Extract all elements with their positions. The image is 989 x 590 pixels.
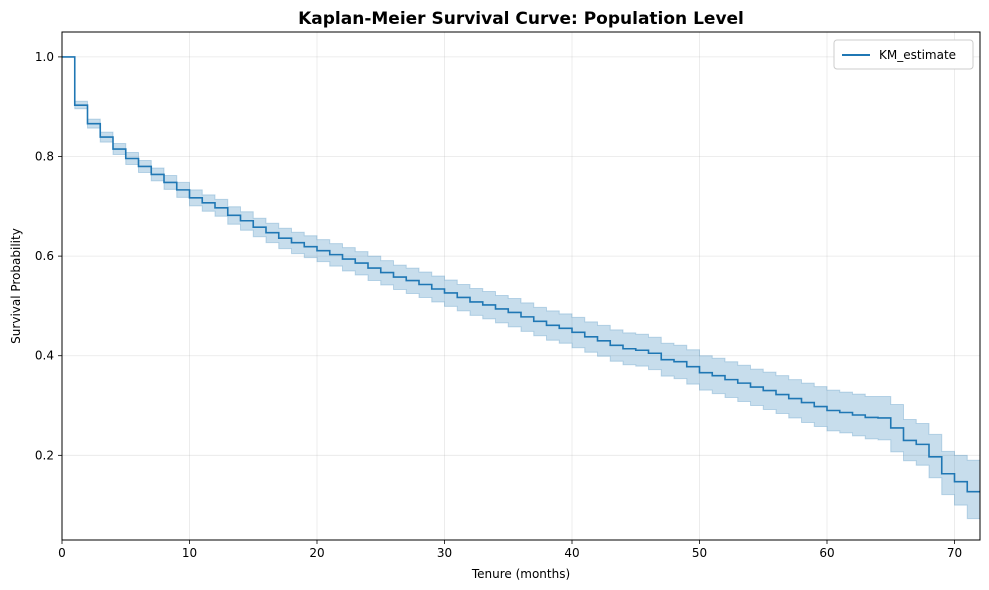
x-tick-label: 40 (564, 546, 579, 560)
legend: KM_estimate (833, 39, 974, 70)
chart-title: Kaplan-Meier Survival Curve: Population … (298, 9, 744, 29)
legend-box (833, 39, 974, 70)
y-axis: 0.2 0.4 0.6 0.8 1.0 (35, 50, 62, 462)
x-tick-label: 60 (819, 546, 834, 560)
y-tick-label: 0.8 (35, 150, 54, 164)
y-axis-label: Survival Probability (9, 228, 23, 344)
plot-frame (61, 31, 981, 541)
km-estimate-line (62, 56, 980, 493)
survival-curve (62, 56, 980, 493)
x-axis-label: Tenure (months) (471, 567, 570, 581)
x-tick-label: 20 (309, 546, 324, 560)
y-tick-label: 0.6 (35, 249, 54, 263)
x-tick-label: 50 (692, 546, 707, 560)
x-tick-label: 30 (437, 546, 452, 560)
x-tick-label: 0 (58, 546, 66, 560)
legend-label: KM_estimate (879, 48, 956, 62)
x-tick-label: 10 (182, 546, 197, 560)
x-axis: 0 10 20 30 40 50 60 70 (58, 540, 962, 560)
y-tick-label: 1.0 (35, 50, 54, 64)
y-tick-label: 0.2 (35, 448, 54, 462)
grid (61, 32, 980, 540)
y-tick-label: 0.4 (35, 349, 54, 363)
x-tick-label: 70 (947, 546, 962, 560)
